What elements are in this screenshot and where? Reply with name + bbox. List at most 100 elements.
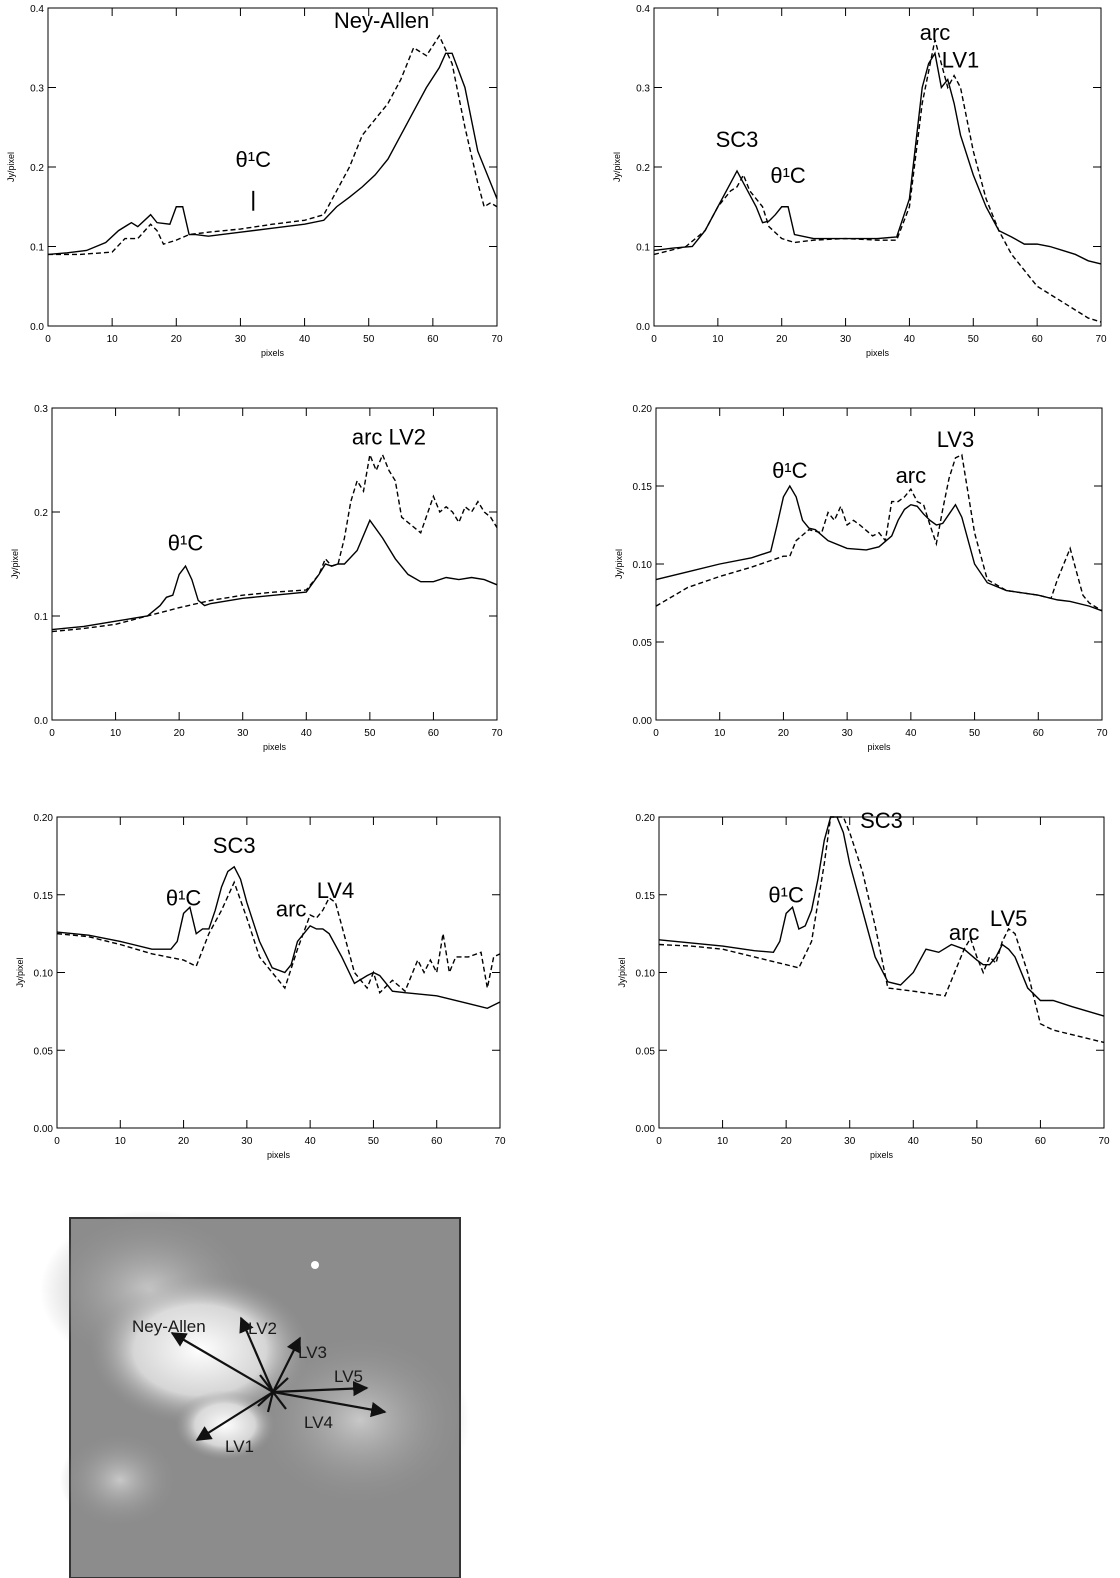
series-line [51, 518, 498, 631]
arrow [272, 1390, 387, 1418]
x-tick-label: 10 [717, 1136, 729, 1147]
y-tick-label: 0.10 [636, 969, 656, 980]
x-tick-label: 60 [1033, 728, 1045, 739]
series-line [655, 484, 1103, 612]
arrow [239, 1316, 275, 1393]
x-axis-label: pixels [267, 1150, 291, 1160]
annotation: θ¹C [236, 147, 272, 172]
x-tick-label: 30 [840, 334, 852, 345]
image-label: LV3 [298, 1343, 327, 1362]
annotation: LV5 [990, 906, 1028, 931]
x-tick-label: 70 [1096, 728, 1108, 739]
x-tick-label: 30 [241, 1136, 253, 1147]
plot-frame [653, 7, 1102, 327]
y-tick-label: 0.15 [633, 482, 653, 493]
x-tick-label: 0 [656, 1136, 662, 1147]
x-tick-label: 60 [427, 334, 439, 345]
y-tick-label: 0.05 [633, 638, 653, 649]
x-tick-label: 50 [968, 334, 980, 345]
x-axis-label: pixels [870, 1150, 894, 1160]
arrows [170, 1316, 387, 1441]
y-tick-label: 0.00 [34, 1124, 54, 1135]
image-label: LV5 [334, 1367, 363, 1386]
y-tick-label: 0.20 [633, 404, 653, 415]
x-tick-label: 30 [844, 1136, 856, 1147]
series-line [56, 880, 501, 995]
y-tick-label: 0.15 [34, 891, 54, 902]
y-tick-label: 0.0 [636, 322, 650, 333]
x-tick-label: 30 [237, 728, 249, 739]
x-axis-label: pixels [263, 742, 287, 752]
y-tick-label: 0.00 [636, 1124, 656, 1135]
image-label: LV1 [225, 1437, 254, 1456]
y-tick-label: 0.10 [34, 969, 54, 980]
annotation: SC3 [716, 127, 759, 152]
image-label: Ney-Allen [132, 1317, 206, 1336]
x-tick-label: 30 [842, 728, 854, 739]
annotation: arc [276, 897, 307, 922]
chart-panel: 0 10 20 30 40 50 60 70 0.0 0.1 0.2 0.3 pixels Jy/pixe… [10, 404, 503, 752]
x-tick-label: 40 [905, 728, 917, 739]
y-tick-label: 0.20 [34, 813, 54, 824]
x-tick-label: 60 [431, 1136, 443, 1147]
annotation: θ¹C [168, 530, 204, 555]
series-line [658, 816, 1105, 1044]
series-line [48, 34, 498, 256]
x-tick-label: 70 [494, 1136, 506, 1147]
x-tick-label: 10 [712, 334, 724, 345]
x-tick-label: 50 [969, 728, 981, 739]
plot-frame [51, 407, 498, 721]
y-tick-label: 0.0 [34, 716, 48, 727]
chart-panel: 0 10 20 30 40 50 60 70 0.0 0.1 0.2 0.3 0.4 pixels Jy/p… [6, 4, 503, 358]
chart-panel: 0 10 20 30 40 50 60 70 0.0 0.1 0.2 0.3 0.4 pixels Jy/p… [612, 4, 1107, 358]
annotation: LV4 [317, 878, 355, 903]
x-axis-label: pixels [867, 742, 891, 752]
y-tick-label: 0.20 [636, 813, 656, 824]
y-tick-label: 0.00 [633, 716, 653, 727]
annotation: SC3 [860, 808, 903, 833]
x-tick-label: 40 [904, 334, 916, 345]
y-tick-label: 0.4 [636, 4, 650, 15]
annotation: arc [920, 20, 951, 45]
annotation: θ¹C [768, 883, 804, 908]
arrow [272, 1380, 369, 1397]
series-line [653, 51, 1102, 265]
x-tick-label: 10 [714, 728, 726, 739]
y-tick-label: 0.0 [30, 322, 44, 333]
annotation: θ¹C [166, 886, 202, 911]
arrow [272, 1336, 301, 1393]
nebula-image: Ney-Allen LV2 LV3 LV5 LV4 LV1 [40, 1210, 470, 1578]
y-tick-label: 0.3 [636, 84, 650, 95]
series-line [47, 52, 498, 256]
series-line [51, 452, 498, 633]
x-tick-label: 70 [1098, 1136, 1110, 1147]
y-axis-label: Jy/pixel [617, 957, 627, 987]
x-axis-label: pixels [866, 348, 890, 358]
y-tick-label: 0.3 [30, 84, 44, 95]
plot-frame [56, 816, 501, 1129]
series-line [653, 39, 1102, 323]
chart-panel: 0 10 20 30 40 50 60 70 0.00 0.05 0.10 0.15 0.20 pixel… [617, 808, 1110, 1160]
y-tick-label: 0.2 [636, 163, 650, 174]
x-tick-label: 70 [491, 728, 503, 739]
x-tick-label: 60 [1032, 334, 1044, 345]
x-tick-label: 20 [778, 728, 790, 739]
series-line [56, 865, 501, 1010]
x-tick-label: 20 [171, 334, 183, 345]
series-line [655, 453, 1103, 612]
glow [60, 1430, 180, 1530]
annotation: arc [949, 920, 980, 945]
arrow [195, 1391, 274, 1441]
star [311, 1261, 319, 1269]
y-tick-label: 0.4 [30, 4, 44, 15]
image-label: LV4 [304, 1413, 333, 1432]
arrow [170, 1332, 274, 1393]
x-tick-label: 70 [1095, 334, 1107, 345]
x-tick-label: 0 [653, 728, 659, 739]
annotation: LV3 [937, 427, 975, 452]
y-axis-label: Jy/pixel [6, 152, 16, 182]
y-tick-label: 0.05 [636, 1046, 656, 1057]
x-tick-label: 20 [776, 334, 788, 345]
x-tick-label: 0 [651, 334, 657, 345]
